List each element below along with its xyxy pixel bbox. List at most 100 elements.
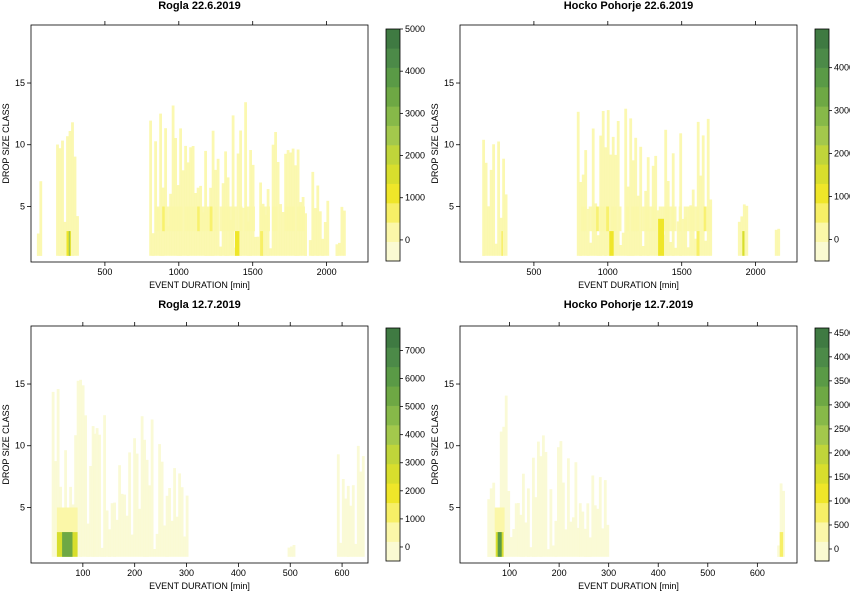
heatmap-cell xyxy=(73,156,77,256)
heatmap-cell xyxy=(344,498,348,557)
colorbar-segment xyxy=(815,87,829,107)
x-tick-label: 1000 xyxy=(598,267,618,277)
heatmap-cell xyxy=(609,154,613,256)
heatmap-cell xyxy=(128,452,131,557)
heatmap-cell xyxy=(782,490,785,557)
heatmap-cell xyxy=(115,519,119,557)
heatmap-cell xyxy=(492,482,496,557)
heatmap-cell xyxy=(287,547,291,557)
heatmap-cell xyxy=(326,200,330,256)
heatmap-cell xyxy=(681,218,685,256)
heatmap-cell xyxy=(143,439,146,557)
y-tick-label: 15 xyxy=(15,379,25,389)
heatmap-cells xyxy=(487,395,785,557)
colorbar-segment xyxy=(386,241,400,262)
heatmap-cell xyxy=(76,380,80,557)
colorbar-tick-label: 1000 xyxy=(405,193,425,203)
heatmap-cell xyxy=(149,120,152,256)
heatmap-cell xyxy=(256,236,260,256)
heatmap-cell xyxy=(51,391,55,557)
colorbar-frame xyxy=(385,327,401,562)
heatmap-cell xyxy=(252,206,255,232)
heatmap-cell xyxy=(264,206,268,232)
heatmap-cell xyxy=(84,415,87,557)
heatmap-cell xyxy=(591,128,595,256)
heatmap-cell xyxy=(158,444,161,557)
colorbar-segment xyxy=(386,29,400,49)
x-tick-label: 500 xyxy=(526,267,541,277)
heatmap-cell xyxy=(165,495,169,557)
heatmap-cell xyxy=(338,242,341,256)
heatmap-cell xyxy=(591,206,594,232)
heatmap-cell xyxy=(641,246,645,256)
colorbar-segment xyxy=(815,463,829,484)
heatmap-cell xyxy=(155,533,159,557)
chart-title: Rogla 22.6.2019 xyxy=(158,0,241,12)
heatmap-hotspot xyxy=(62,532,73,557)
heatmap-cell xyxy=(774,229,778,256)
heatmap-cell xyxy=(343,210,346,256)
heatmap-cell xyxy=(626,206,629,232)
plot-frame xyxy=(30,24,369,263)
heatmap-cell xyxy=(601,206,604,232)
heatmap-cell xyxy=(163,525,166,557)
heatmap-cell xyxy=(284,153,287,256)
heatmap-hotspot xyxy=(742,231,745,256)
heatmap-cell xyxy=(89,466,92,557)
colorbar-segment xyxy=(386,222,400,242)
heatmap-cell xyxy=(567,458,570,557)
heatmap-cell xyxy=(86,523,90,557)
colorbar-segment xyxy=(386,203,400,223)
heatmap-cells xyxy=(51,379,365,557)
heatmap-cell xyxy=(133,438,136,557)
heatmap-cell xyxy=(206,207,210,256)
colorbar-segment xyxy=(815,425,829,445)
chart-title: Hocko Pohorje 12.7.2019 xyxy=(564,299,694,311)
heatmap-cell xyxy=(232,206,235,232)
heatmap-cell xyxy=(351,485,355,557)
heatmap-cell xyxy=(153,549,156,557)
heatmap-cell xyxy=(648,206,652,232)
heatmap-cell xyxy=(183,536,186,557)
heatmap-cell xyxy=(606,524,610,557)
colorbar-segment xyxy=(815,366,829,387)
heatmap-cell xyxy=(683,206,687,232)
heatmap-cell xyxy=(646,206,649,232)
heatmap-cell xyxy=(209,206,213,232)
heatmap-cell xyxy=(168,488,171,557)
heatmap-cell xyxy=(100,547,104,557)
y-axis-label: DROP SIZE CLASS xyxy=(430,103,440,183)
heatmap-cell xyxy=(169,206,173,232)
x-tick-label: 500 xyxy=(283,568,298,578)
x-tick-label: 300 xyxy=(601,568,616,578)
heatmap-cell xyxy=(191,146,195,256)
heatmap-cell xyxy=(502,426,506,557)
colorbar-tick-label: 4000 xyxy=(405,66,425,76)
heatmap-cell xyxy=(544,452,548,557)
heatmap-cell xyxy=(487,206,490,256)
heatmap-cell xyxy=(68,131,72,256)
heatmap-cell xyxy=(318,211,322,256)
heatmap-cell xyxy=(529,547,533,557)
heatmap-cell xyxy=(174,138,177,256)
colorbar-tick-label: 4500 xyxy=(834,328,850,338)
heatmap-cell xyxy=(296,149,300,256)
heatmap-cell xyxy=(532,457,535,557)
heatmap-cell xyxy=(598,477,602,557)
heatmap-cell xyxy=(313,208,317,256)
x-tick-label: 2000 xyxy=(746,267,766,277)
heatmap-cell xyxy=(140,416,144,557)
heatmap-cell xyxy=(614,154,618,256)
heatmap-cell xyxy=(354,543,358,557)
heatmap-cell xyxy=(262,206,265,232)
heatmap-cell xyxy=(219,246,222,256)
x-axis-label: EVENT DURATION [min] xyxy=(149,280,250,290)
heatmap-cell xyxy=(95,428,99,557)
colorbar-tick-label: 4000 xyxy=(834,352,850,362)
heatmap-cell xyxy=(184,206,188,232)
heatmap-cell xyxy=(616,121,620,256)
colorbar-frame xyxy=(385,28,401,262)
heatmap-cell xyxy=(224,206,228,232)
heatmap-cell xyxy=(171,105,175,256)
